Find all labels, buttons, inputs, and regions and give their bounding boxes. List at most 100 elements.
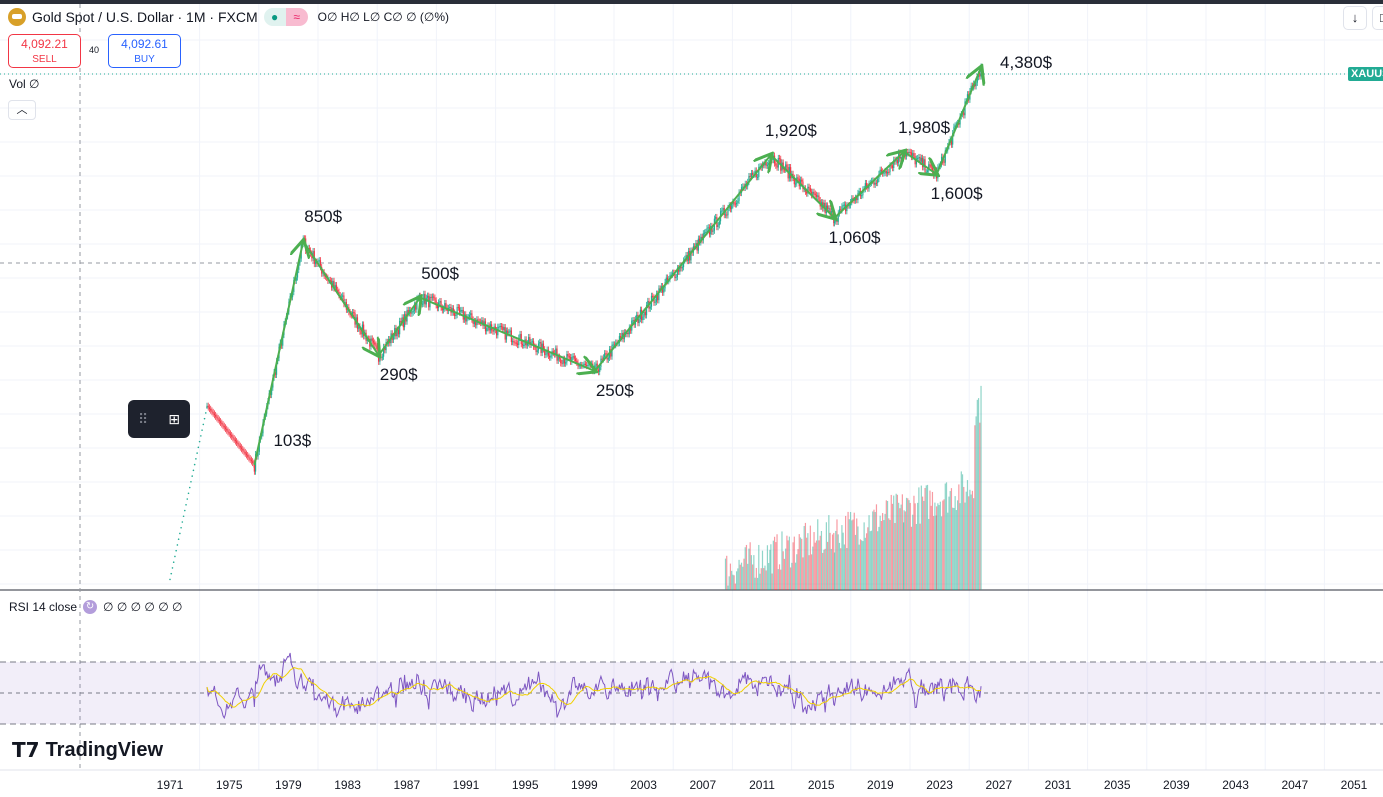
candle xyxy=(742,186,744,188)
candle xyxy=(953,126,955,134)
candle xyxy=(519,334,521,338)
candle xyxy=(224,427,227,429)
tv-logo-icon: 𝗧𝟳 xyxy=(12,740,40,762)
candle xyxy=(676,268,678,278)
volume-bar xyxy=(747,563,749,590)
volume-bar xyxy=(896,494,899,590)
volume-bar xyxy=(960,471,962,590)
download-button[interactable]: ↓ xyxy=(1343,6,1367,30)
candle xyxy=(588,363,590,366)
candle xyxy=(206,405,208,407)
volume-bar xyxy=(810,554,813,590)
buy-button[interactable]: 4,092.61 BUY xyxy=(108,34,181,68)
fullscreen-button[interactable]: □ xyxy=(1372,6,1383,30)
volume-bar xyxy=(894,523,896,590)
volume-bar xyxy=(750,555,752,590)
volume-bar xyxy=(753,555,755,590)
candle xyxy=(502,326,504,331)
price-annotation[interactable]: 4,380$ xyxy=(1000,53,1053,73)
candle xyxy=(257,451,259,457)
candle xyxy=(817,195,819,197)
volume-bar xyxy=(945,482,948,590)
volume-bar xyxy=(835,530,837,590)
price-annotation[interactable]: 850$ xyxy=(304,207,343,227)
candle xyxy=(918,157,920,159)
drag-handle-icon[interactable]: ⠿ xyxy=(138,410,149,427)
volume-bar xyxy=(728,576,730,590)
candle xyxy=(295,277,297,281)
volume-bar xyxy=(828,515,830,590)
candle xyxy=(862,189,864,196)
candle xyxy=(380,356,382,358)
volume-bar xyxy=(905,497,908,590)
status-pill[interactable]: ● ≈ xyxy=(263,8,308,26)
volume-bar xyxy=(754,577,756,590)
top-bar xyxy=(0,0,1383,4)
early-price-dot xyxy=(179,532,181,535)
candle xyxy=(234,439,236,442)
candle xyxy=(351,312,354,316)
candle xyxy=(572,356,574,358)
candle xyxy=(808,186,810,189)
volume-bar xyxy=(729,563,732,590)
candle xyxy=(879,169,881,174)
time-tick-label: 2039 xyxy=(1163,778,1190,792)
volume-bar xyxy=(963,486,965,590)
price-annotation[interactable]: 290$ xyxy=(379,365,418,385)
candle xyxy=(481,320,483,323)
candle xyxy=(738,192,740,201)
candle xyxy=(508,332,510,334)
volume-bar xyxy=(908,500,910,590)
candle xyxy=(306,249,308,251)
price-annotation[interactable]: 1,600$ xyxy=(930,184,983,204)
volume-bar xyxy=(799,537,802,590)
volume-bar xyxy=(743,558,745,590)
add-widget-icon[interactable]: ⊞ xyxy=(168,410,180,427)
candle xyxy=(426,295,429,298)
candle xyxy=(809,188,811,192)
candle xyxy=(444,303,446,309)
volume-bar xyxy=(783,558,786,590)
collapse-legend-button[interactable]: ︿ xyxy=(8,100,36,120)
floating-toolbar[interactable]: ⠿ ⊞ xyxy=(128,400,190,438)
price-annotation[interactable]: 250$ xyxy=(595,381,634,400)
volume-bar xyxy=(869,531,871,590)
delayed-data-icon: ≈ xyxy=(285,8,308,26)
candle xyxy=(661,286,664,293)
candle xyxy=(503,327,505,331)
candle xyxy=(217,418,219,420)
refresh-icon[interactable]: ↻ xyxy=(83,600,98,614)
candle xyxy=(812,191,814,196)
candle xyxy=(397,329,400,335)
volume-bar xyxy=(732,574,734,590)
price-annotation[interactable]: 1,980$ xyxy=(898,117,951,137)
symbol-title[interactable]: Gold Spot / U.S. Dollar · 1M · FXCM xyxy=(32,9,258,25)
early-price-dot xyxy=(203,417,206,420)
volume-bar xyxy=(740,562,743,590)
sell-button[interactable]: 4,092.21 SELL xyxy=(8,34,81,68)
candle xyxy=(958,122,960,125)
price-annotation[interactable]: 1,060$ xyxy=(828,227,881,247)
rsi-ma-line xyxy=(206,666,982,708)
volume-bar xyxy=(907,498,909,590)
price-annotation[interactable]: 103$ xyxy=(273,431,312,450)
candle xyxy=(465,314,467,322)
volume-bar xyxy=(955,510,957,590)
volume-bar xyxy=(820,530,823,590)
volume-bar xyxy=(944,483,946,590)
candle xyxy=(698,238,701,243)
rsi-label: RSI 14 close xyxy=(9,600,78,614)
candle xyxy=(775,163,777,166)
candle xyxy=(913,153,915,157)
candle xyxy=(735,202,738,205)
candle xyxy=(567,354,569,357)
volume-bar xyxy=(914,503,916,590)
volume-bar xyxy=(840,548,842,590)
candle xyxy=(359,326,361,332)
price-annotation[interactable]: 500$ xyxy=(421,263,460,283)
candle xyxy=(836,220,838,222)
candle xyxy=(371,338,373,341)
price-annotation[interactable]: 1,920$ xyxy=(764,120,817,140)
candle xyxy=(539,341,541,344)
